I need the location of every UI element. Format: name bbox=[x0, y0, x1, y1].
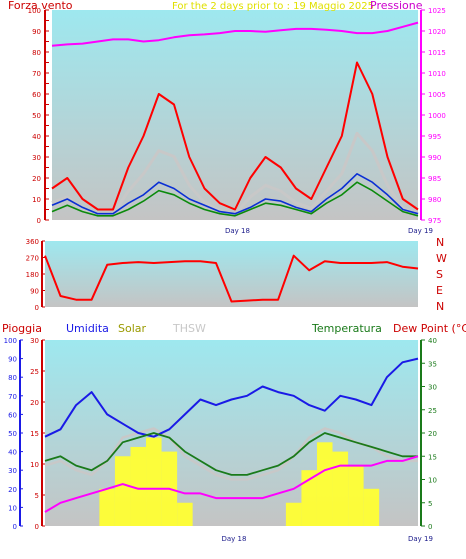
temperature-tick-label: 35 bbox=[428, 360, 437, 368]
pressure-tick-label: 1000 bbox=[428, 112, 446, 120]
humidity-tick-label: 70 bbox=[8, 393, 17, 401]
legend-pioggia: Pioggia bbox=[2, 322, 42, 335]
pressure-tick-label: 1025 bbox=[428, 7, 446, 15]
temperature-tick-label: 0 bbox=[428, 523, 432, 531]
solar-bar bbox=[285, 502, 302, 526]
temperature-tick-label: 20 bbox=[428, 430, 437, 438]
solar-bar bbox=[301, 470, 317, 526]
compass-label: N bbox=[436, 300, 444, 313]
humidity-tick-label: 30 bbox=[8, 467, 17, 475]
wind-direction-plot-area bbox=[45, 241, 418, 307]
wind-tick-label: 100 bbox=[28, 7, 41, 15]
humidity-tick-label: 20 bbox=[8, 486, 17, 494]
wind-tick-label: 80 bbox=[32, 49, 41, 57]
day-tick-label-bottom: Day 18 bbox=[222, 535, 247, 543]
solar-bar bbox=[316, 442, 333, 526]
compass-label: S bbox=[436, 268, 443, 281]
solar-bar bbox=[99, 488, 115, 526]
humidity-tick-label: 50 bbox=[8, 430, 17, 438]
pressure-tick-label: 995 bbox=[428, 133, 441, 141]
wind-tick-label: 40 bbox=[32, 133, 41, 141]
rain-tick-label: 0 bbox=[35, 523, 39, 531]
direction-tick-label: 0 bbox=[35, 304, 39, 312]
solar-bar bbox=[146, 437, 162, 526]
wind-tick-label: 30 bbox=[32, 154, 41, 162]
compass-label: N bbox=[436, 236, 444, 249]
temperature-tick-label: 30 bbox=[428, 384, 437, 392]
legend-umidita: Umidita bbox=[66, 322, 109, 335]
chart-period-title: For the 2 days prior to : 19 Maggio 2025 bbox=[172, 1, 374, 12]
day-tick-label-top: Day 18 bbox=[225, 227, 250, 235]
temperature-tick-label: 15 bbox=[428, 453, 437, 461]
direction-tick-label: 360 bbox=[26, 238, 39, 246]
temperature-tick-label: 25 bbox=[428, 407, 437, 415]
wind-avg-blue-series-line bbox=[51, 173, 419, 215]
legend-temperatura: Temperatura bbox=[311, 322, 382, 335]
rain-tick-label: 5 bbox=[35, 492, 39, 500]
day-tick-label-bottom: Day 19 bbox=[408, 535, 433, 543]
solar-bar bbox=[114, 456, 131, 526]
wind-axis-title: Forza vento bbox=[8, 0, 73, 12]
temperature-series-line bbox=[44, 432, 418, 476]
humidity-tick-label: 10 bbox=[8, 504, 17, 512]
pressure-tick-label: 1020 bbox=[428, 28, 446, 36]
temperature-tick-label: 10 bbox=[428, 477, 437, 485]
pressure-tick-label: 990 bbox=[428, 154, 441, 162]
humidity-tick-label: 0 bbox=[13, 523, 17, 531]
solar-bar bbox=[348, 465, 364, 526]
wind-tick-label: 50 bbox=[32, 112, 41, 120]
humidity-tick-label: 90 bbox=[8, 356, 17, 364]
solar-bar bbox=[363, 488, 380, 526]
pressure-axis-title: Pressione bbox=[370, 0, 423, 12]
pressure-tick-label: 1005 bbox=[428, 91, 446, 99]
wind-tick-label: 90 bbox=[32, 28, 41, 36]
humidity-series-line bbox=[44, 357, 419, 438]
rain-tick-label: 15 bbox=[30, 430, 39, 438]
pressure-series-line bbox=[51, 21, 419, 47]
rain-tick-label: 25 bbox=[30, 368, 39, 376]
temperature-tick-label: 5 bbox=[428, 500, 432, 508]
rain-tick-label: 10 bbox=[30, 461, 39, 469]
wind-tick-label: 10 bbox=[32, 196, 41, 204]
wind-tick-label: 0 bbox=[37, 217, 41, 225]
wind-direction-series-line bbox=[44, 254, 419, 303]
legend-thsw: THSW bbox=[172, 322, 206, 335]
rain-tick-label: 30 bbox=[30, 337, 39, 345]
legend-solar: Solar bbox=[118, 322, 147, 335]
pressure-tick-label: 985 bbox=[428, 175, 441, 183]
direction-tick-label: 180 bbox=[26, 271, 39, 279]
wind-speed-series-line bbox=[51, 61, 419, 211]
pressure-tick-label: 1010 bbox=[428, 70, 446, 78]
legend-dew-point: Dew Point (°C) bbox=[393, 322, 466, 335]
wind-tick-label: 20 bbox=[32, 175, 41, 183]
humidity-tick-label: 80 bbox=[8, 374, 17, 382]
compass-label: E bbox=[436, 284, 443, 297]
humidity-tick-label: 100 bbox=[4, 337, 17, 345]
solar-bar bbox=[177, 502, 193, 526]
rain-tick-label: 20 bbox=[30, 399, 39, 407]
humidity-tick-label: 60 bbox=[8, 411, 17, 419]
wind-tick-label: 60 bbox=[32, 91, 41, 99]
pressure-tick-label: 980 bbox=[428, 196, 441, 204]
humidity-tick-label: 40 bbox=[8, 449, 17, 457]
wind-avg-green-series-line bbox=[51, 181, 419, 217]
solar-bar bbox=[130, 446, 147, 526]
wind-tick-label: 70 bbox=[32, 70, 41, 78]
dew-point-series-line bbox=[44, 455, 419, 513]
direction-tick-label: 270 bbox=[26, 255, 39, 263]
wind-pressure-plot-area bbox=[52, 10, 418, 220]
direction-tick-label: 90 bbox=[30, 288, 39, 296]
day-tick-label-top: Day 19 bbox=[408, 227, 433, 235]
temperature-tick-label: 40 bbox=[428, 337, 437, 345]
pressure-tick-label: 1015 bbox=[428, 49, 446, 57]
compass-label: W bbox=[436, 252, 447, 265]
pressure-tick-label: 975 bbox=[428, 217, 441, 225]
solar-bar bbox=[332, 451, 349, 526]
